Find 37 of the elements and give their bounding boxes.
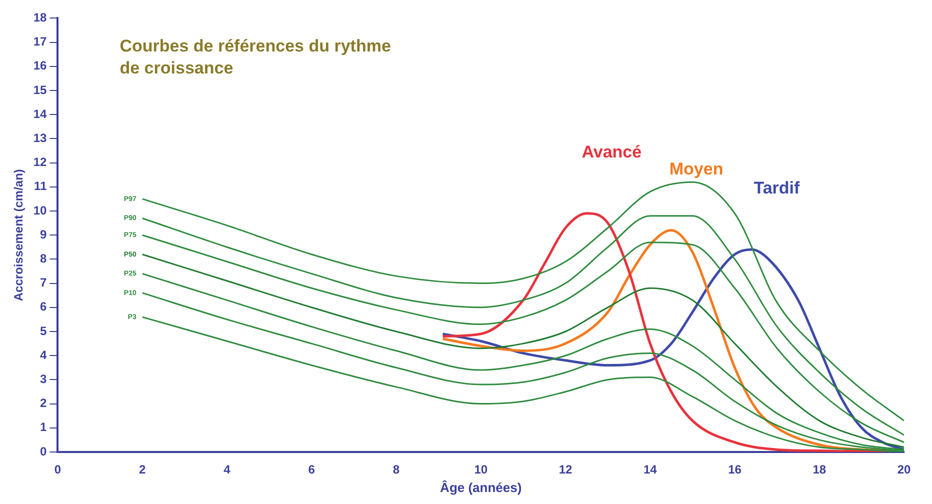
x-axis-title: Âge (années) <box>440 480 522 495</box>
x-tick-label: 12 <box>558 462 572 477</box>
x-tick-label: 18 <box>812 462 826 477</box>
text: Avancé <box>582 142 642 162</box>
y-tick-label: 8 <box>40 252 48 266</box>
y-tick-label: 0 <box>40 444 48 458</box>
y-tick-label: 5 <box>40 324 48 338</box>
y-tick-label: 6 <box>40 300 48 314</box>
x-tick-label: 6 <box>308 462 316 477</box>
x-tick-label: 2 <box>139 462 146 477</box>
y-tick-label: 13 <box>33 131 48 146</box>
x-tick-label: 8 <box>392 462 400 477</box>
y-tick-label: 2 <box>40 396 48 410</box>
y-tick-label: 15 <box>33 82 48 97</box>
y-tick-label: 17 <box>33 34 48 49</box>
y-tick-label: 7 <box>40 276 48 290</box>
y-tick-label: 18 <box>33 10 48 25</box>
y-tick-label: 9 <box>40 227 48 242</box>
y-tick-label: 4 <box>40 348 48 362</box>
x-tick-label: 16 <box>728 462 742 477</box>
line-series <box>142 181 904 422</box>
x-tick-label: 14 <box>643 462 658 477</box>
x-tick-label: 20 <box>897 462 911 477</box>
y-tick-label: 3 <box>40 372 48 386</box>
text: Tardif <box>754 178 800 198</box>
y-tick-label: 10 <box>33 203 48 218</box>
text: Moyen <box>669 159 724 178</box>
y-tick-label: 14 <box>33 106 48 121</box>
x-tick-label: 4 <box>224 462 231 477</box>
x-tick-label: 0 <box>54 462 62 477</box>
text: Courbes de références du rythme de croissance <box>120 36 391 78</box>
y-tick-label: 11 <box>34 179 48 194</box>
y-tick-label: 12 <box>33 155 48 170</box>
y-axis-title: Accroissement (cm/an) <box>12 169 26 302</box>
y-tick-label: 16 <box>33 58 48 73</box>
x-tick-label: 10 <box>474 462 488 477</box>
y-tick-label: 1 <box>40 420 48 434</box>
